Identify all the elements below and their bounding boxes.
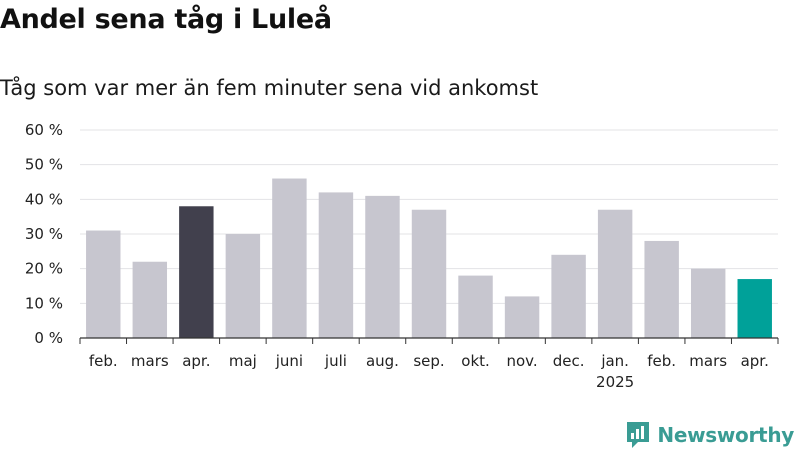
bar-1 — [86, 230, 121, 338]
x-tick-label: mars — [689, 352, 727, 370]
bar-4 — [225, 234, 261, 338]
y-tick-label: 20 % — [25, 260, 63, 278]
bar-14 — [690, 268, 726, 338]
y-axis-labels: 0 % 10 % 20 % 30 % 40 % 50 % 60 % — [25, 121, 63, 347]
bar-13 — [644, 240, 679, 338]
x-tick-label: feb. — [89, 352, 118, 370]
bar-3 — [179, 206, 214, 338]
x-tick-label: mars — [131, 352, 169, 370]
brand-name: Newsworthy — [657, 423, 794, 447]
bar-6 — [318, 192, 354, 338]
x-tick-label: okt. — [461, 352, 490, 370]
bar-11 — [551, 254, 586, 338]
x-tick-label: maj — [229, 352, 257, 370]
bar-8 — [411, 209, 447, 338]
x-tick-label: jan. — [600, 352, 629, 370]
x-tick-label: juni — [275, 352, 303, 370]
x-axis-labels: feb. mars apr. maj juni juli aug. sep. okt. nov. d… — [89, 352, 769, 391]
bar-10 — [504, 296, 540, 338]
chart-subtitle: Tåg som var mer än fem minuter sena vid … — [0, 76, 539, 100]
brand-logo: Newsworthy — [625, 420, 794, 450]
x-tick-label: nov. — [506, 352, 537, 370]
x-year-label: 2025 — [596, 373, 634, 391]
bar-9 — [458, 275, 493, 338]
bar-12 — [597, 209, 633, 338]
chart-title: Andel sena tåg i Luleå — [0, 4, 332, 35]
bar-5 — [272, 178, 307, 338]
y-tick-label: 50 % — [25, 156, 63, 174]
x-tick-label: juli — [324, 352, 347, 370]
y-tick-label: 30 % — [25, 225, 63, 243]
bar-2 — [132, 261, 168, 338]
y-tick-label: 10 % — [25, 294, 63, 312]
x-tick-label: feb. — [647, 352, 676, 370]
y-tick-label: 60 % — [25, 121, 63, 139]
bars — [86, 178, 772, 338]
y-tick-label: 0 % — [34, 329, 63, 347]
bar-15 — [737, 279, 772, 338]
x-axis — [79, 337, 779, 344]
bar-7 — [365, 195, 400, 338]
y-tick-label: 40 % — [25, 190, 63, 208]
x-tick-label: apr. — [182, 352, 210, 370]
x-tick-label: sep. — [413, 352, 444, 370]
x-tick-label: aug. — [366, 352, 399, 370]
x-tick-label: dec. — [553, 352, 585, 370]
x-tick-label: apr. — [741, 352, 769, 370]
newsworthy-chart-bubble-icon — [627, 422, 650, 448]
bar-chart: 0 % 10 % 20 % 30 % 40 % 50 % 60 % feb. mars apr.… — [25, 121, 779, 391]
